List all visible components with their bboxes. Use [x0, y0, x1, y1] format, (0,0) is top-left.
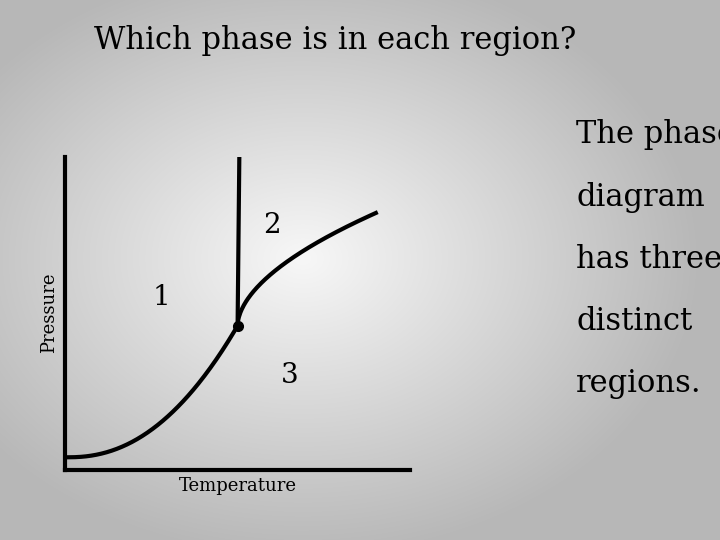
Text: regions.: regions.: [576, 368, 701, 399]
X-axis label: Temperature: Temperature: [179, 477, 297, 495]
Text: Which phase is in each region?: Which phase is in each region?: [94, 24, 576, 56]
Y-axis label: Pressure: Pressure: [40, 273, 58, 354]
Text: has three: has three: [576, 244, 720, 275]
Text: 3: 3: [281, 362, 298, 389]
Text: The phase: The phase: [576, 119, 720, 151]
Text: 2: 2: [264, 212, 281, 239]
Text: 1: 1: [153, 284, 171, 311]
Text: distinct: distinct: [576, 306, 692, 337]
Text: diagram: diagram: [576, 181, 705, 213]
